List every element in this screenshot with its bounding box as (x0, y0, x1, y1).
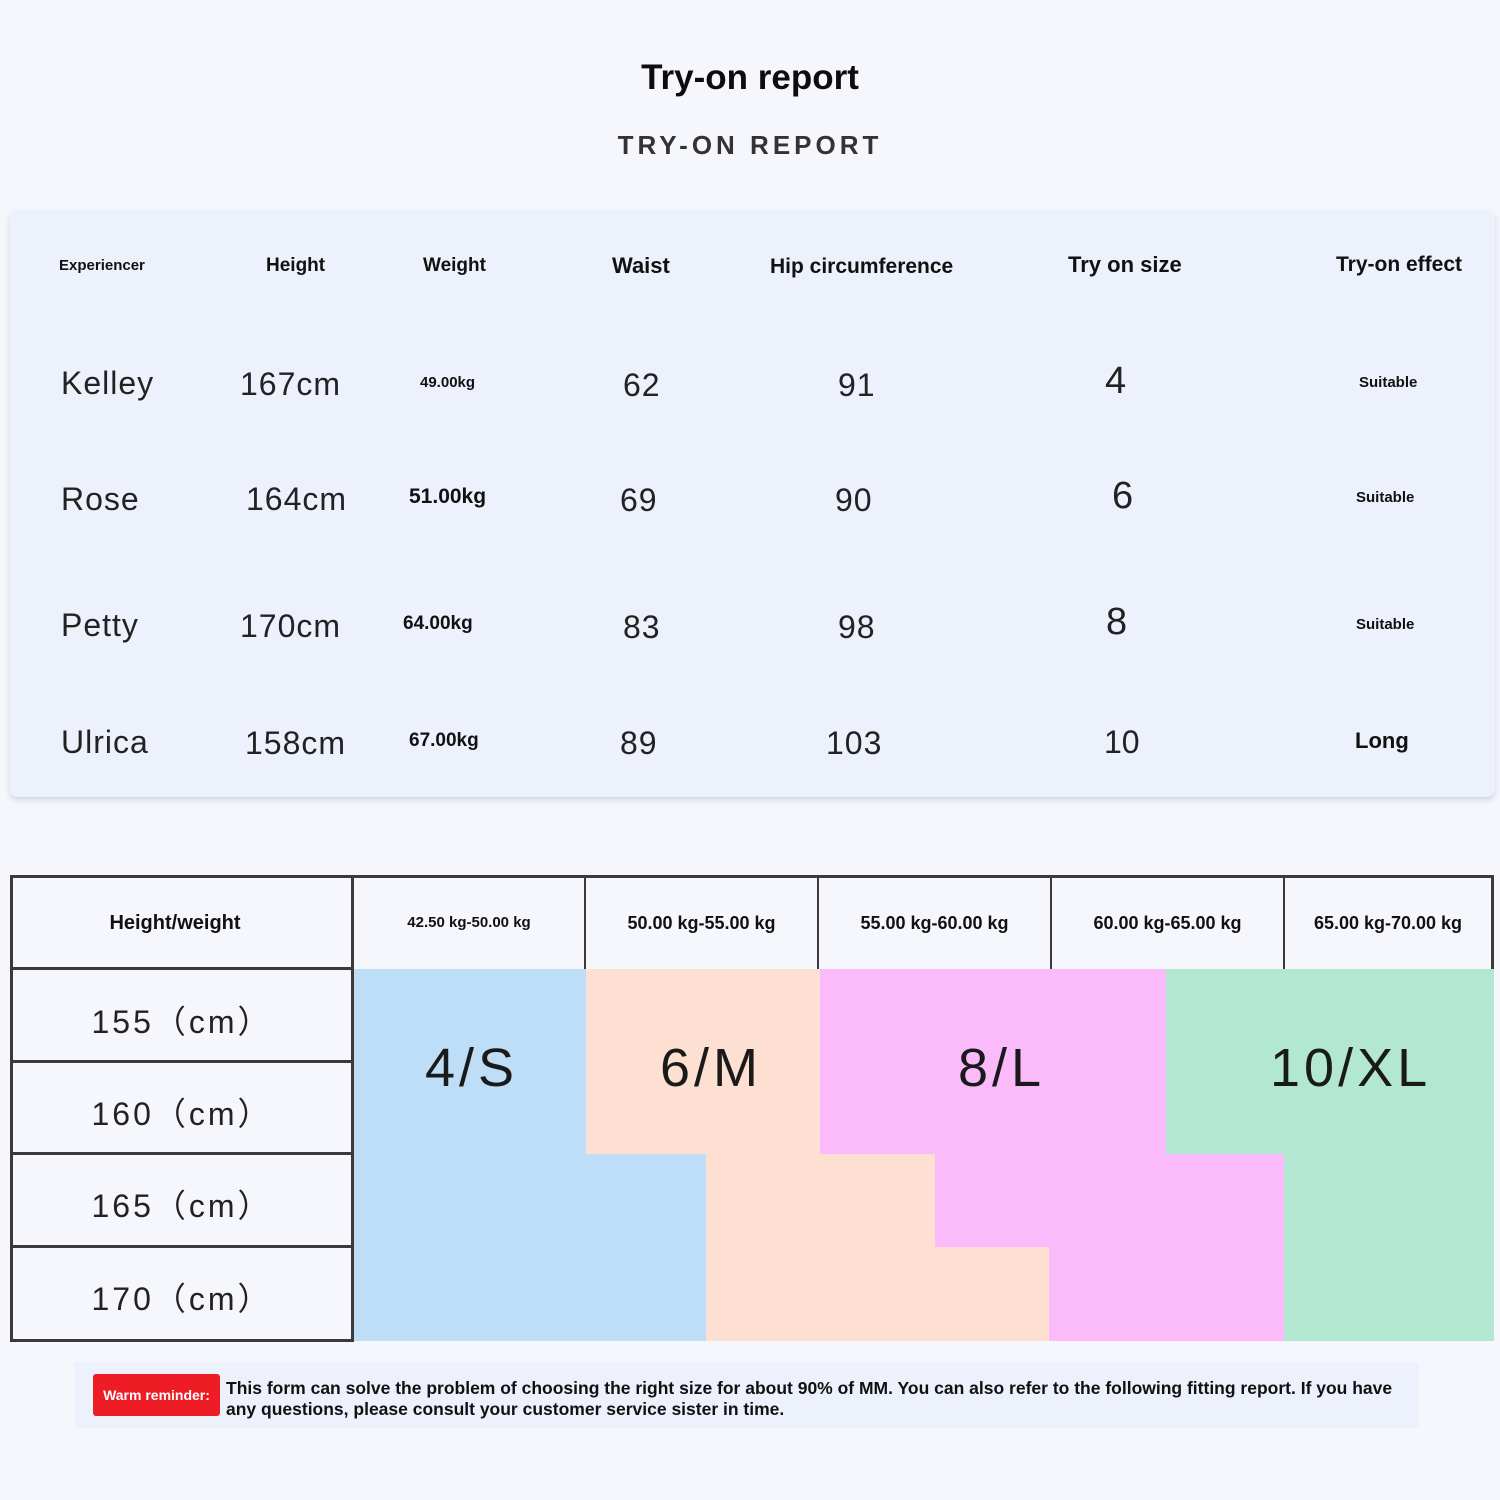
height-row-label: 160（cm） (91, 1096, 273, 1132)
column-header-try-on-size: Try on size (1068, 252, 1182, 277)
size-label-10xl: 10/XL (1270, 1038, 1432, 1098)
try-on-report-card (10, 210, 1495, 797)
size-label-4s: 4/S (425, 1038, 519, 1098)
warm-reminder-box (74, 1362, 1419, 1428)
try-on-effect-value: Suitable (1356, 616, 1415, 633)
weight-range-header: 55.00 kg-60.00 kg (860, 913, 1009, 933)
size-label-6m: 6/M (660, 1038, 763, 1098)
weight-value: 67.00kg (409, 730, 479, 751)
height-value: 164cm (246, 481, 348, 517)
height-row-label: 165（cm） (91, 1188, 273, 1224)
weight-value: 64.00kg (403, 613, 473, 634)
hip-value: 98 (838, 609, 876, 645)
try-on-size-value: 8 (1106, 601, 1128, 643)
warm-reminder-badge: Warm reminder: (93, 1374, 220, 1416)
waist-value: 62 (623, 367, 661, 403)
waist-value: 83 (623, 609, 661, 645)
try-on-effect-value: Suitable (1356, 489, 1415, 506)
hip-value: 91 (838, 367, 876, 403)
waist-value: 89 (620, 725, 658, 761)
waist-value: 69 (620, 482, 658, 518)
weight-range-header: 42.50 kg-50.00 kg (407, 914, 531, 931)
height-row-label: 170（cm） (91, 1281, 273, 1317)
weight-value: 49.00kg (420, 374, 476, 391)
size-chart-corner-label: Height/weight (109, 912, 241, 934)
size-label-8l: 8/L (958, 1038, 1046, 1098)
hip-value: 103 (826, 725, 883, 761)
page-subtitle: TRY-ON REPORT (617, 130, 883, 160)
height-value: 158cm (245, 725, 347, 761)
height-value: 167cm (240, 366, 342, 402)
experiencer-name: Kelley (61, 365, 155, 401)
height-row-label: 155（cm） (91, 1004, 273, 1040)
weight-range-header: 65.00 kg-70.00 kg (1313, 913, 1463, 933)
experiencer-name: Ulrica (61, 724, 149, 760)
weight-range-header: 60.00 kg-65.00 kg (1093, 913, 1242, 933)
try-on-effect-value: Suitable (1359, 374, 1418, 391)
try-on-size-value: 10 (1104, 724, 1140, 760)
try-on-size-value: 4 (1105, 360, 1127, 402)
weight-range-header: 50.00 kg-55.00 kg (627, 913, 776, 933)
column-header-waist: Waist (612, 253, 670, 278)
column-header-height: Height (266, 255, 326, 276)
try-on-effect-value: Long (1355, 728, 1409, 753)
experiencer-name: Rose (61, 481, 140, 517)
experiencer-name: Petty (61, 607, 139, 643)
height-value: 170cm (240, 608, 342, 644)
column-header-try-on-effect: Try-on effect (1336, 253, 1463, 276)
page-title: Try-on report (641, 58, 859, 97)
try-on-size-value: 6 (1112, 475, 1134, 517)
hip-value: 90 (835, 482, 873, 518)
column-header-hip: Hip circumference (770, 255, 954, 278)
column-header-experiencer: Experiencer (59, 257, 145, 274)
weight-value: 51.00kg (409, 485, 487, 508)
warm-reminder-text: This form can solve the problem of choos… (226, 1378, 1393, 1419)
column-header-weight: Weight (423, 255, 486, 276)
